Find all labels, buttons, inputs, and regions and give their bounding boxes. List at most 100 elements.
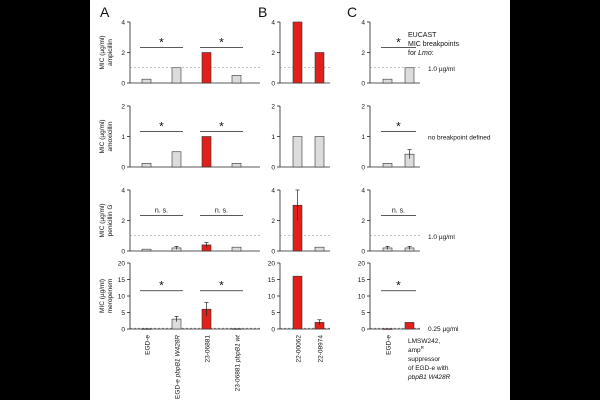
ytick-label-r1c0: 2 (121, 104, 125, 111)
ytick-label-r3c2: 15 (358, 277, 366, 284)
ytick-label-r1c1: 2 (271, 104, 275, 111)
breakpoint-header-line1: EUCAST (408, 32, 437, 39)
category-label-c2-1-line4: of EGD-e with (408, 365, 449, 372)
ylabel-row3-line1: MIC (µg/ml) (99, 279, 106, 313)
bar-r1c2b0 (382, 163, 393, 168)
ylabel-row2-line1: MIC (µg/ml) (99, 203, 106, 237)
sig-label-r2c0k1: n. s. (215, 208, 228, 215)
sig-label-r2c2k0: n. s. (392, 208, 405, 215)
sig-label-r2c0k0: n. s. (155, 208, 168, 215)
ylabel-row2-line2: penicillin G (107, 205, 114, 237)
bar-r3c2b1 (404, 322, 415, 330)
ylabel-row1-line2: amoxicillin (107, 121, 114, 151)
sig-label-r3c0k1: * (219, 279, 224, 293)
mic-figure: A B C EUCAST MIC breakpoints for Lmo: MIC (µg/… (90, 0, 510, 400)
ytick-label-r3c0: 5 (121, 310, 125, 317)
category-label-c2-1-line5: pbpB1 W428R (407, 374, 451, 381)
ytick-label-r0c2: 0 (361, 81, 365, 88)
sig-label-r1c0k1: * (219, 120, 224, 134)
ytick-label-r1c2: 0 (361, 165, 365, 172)
ytick-label-r3c2: 0 (361, 327, 365, 334)
bar-r1c0b1 (171, 151, 182, 168)
ytick-label-r1c1: 0 (271, 165, 275, 172)
bar-r1c1b0 (292, 136, 303, 168)
ytick-label-r2c0: 0 (121, 249, 125, 256)
bar-r1c0b3 (231, 163, 242, 168)
breakpoint-label-row2: 1.0 µg/ml (428, 234, 455, 241)
ytick-label-r0c2: 2 (361, 50, 365, 57)
sig-label-r0c0k1: * (219, 36, 224, 50)
category-label-c2-1-line3: suppressor (408, 356, 441, 363)
ytick-label-r2c2: 4 (361, 188, 365, 195)
ytick-label-r3c0: 15 (118, 277, 126, 284)
ytick-label-r1c0: 0 (121, 165, 125, 172)
category-label-c2-1-line1: LMSW242, (408, 338, 440, 345)
bar-r2c1b1 (314, 246, 325, 252)
bar-r3c2b0 (382, 328, 393, 330)
category-label-c2-0: EGD-e (386, 335, 393, 355)
ylabel-row1-line1: MIC (µg/ml) (99, 119, 106, 153)
ytick-label-r0c2: 4 (361, 20, 365, 27)
ytick-label-r1c1: 1 (271, 134, 275, 141)
ytick-label-r1c0: 1 (121, 134, 125, 141)
sig-label-r1c2k0: * (396, 120, 401, 134)
bar-r2c0b3 (231, 246, 242, 252)
bar-r0c0b3 (231, 75, 242, 84)
panel-label-c: C (347, 4, 357, 20)
category-label-c0-1: EGD-e pbpB1 W428R (175, 335, 182, 399)
breakpoint-header-line2: MIC breakpoints (408, 41, 459, 48)
sig-label-r3c0k0: * (159, 279, 164, 293)
mic-bar-chart: A B C EUCAST MIC breakpoints for Lmo: MIC (µg/… (99, 4, 491, 399)
ytick-label-r2c0: 4 (121, 188, 125, 195)
ytick-label-r2c0: 2 (121, 218, 125, 225)
bar-r3c1b0 (292, 275, 303, 330)
bar-r0c0b0 (141, 78, 152, 84)
breakpoint-label-row3: 0.25 µg/ml (428, 326, 459, 333)
sig-label-r3c2k0: * (396, 279, 401, 293)
ytick-label-r3c1: 15 (268, 277, 276, 284)
ytick-label-r0c0: 0 (121, 81, 125, 88)
ytick-label-r3c2: 20 (358, 261, 366, 268)
sig-label-r0c0k0: * (159, 36, 164, 50)
ytick-label-r2c2: 2 (361, 218, 365, 225)
ytick-label-r3c0: 10 (118, 294, 126, 301)
bar-r0c1b0 (292, 21, 303, 84)
category-label-c0-2: 23-06881 (205, 335, 212, 363)
bar-r3c0b3 (231, 328, 242, 330)
category-label-c1-0: 22-00062 (296, 335, 303, 363)
bar-r0c2b1 (404, 67, 415, 84)
sig-label-r1c0k0: * (159, 120, 164, 134)
category-label-c0-0: EGD-e (145, 335, 152, 355)
bar-r1c1b1 (314, 136, 325, 168)
ytick-label-r2c2: 0 (361, 249, 365, 256)
bar-r1c0b0 (141, 163, 152, 168)
ytick-label-r3c2: 10 (358, 294, 366, 301)
ylabel-row0-line2: ampicillin (107, 39, 114, 66)
ytick-label-r3c1: 5 (271, 310, 275, 317)
bar-r1c0b2 (201, 136, 212, 168)
breakpoint-label-row1: no breakpoint defined (428, 135, 491, 142)
ylabel-row3-line2: meropenem (107, 279, 114, 314)
ytick-label-r0c0: 4 (121, 20, 125, 27)
ytick-label-r3c0: 20 (118, 261, 126, 268)
bar-r3c0b0 (141, 328, 152, 330)
category-label-c1-1: 22-08974 (318, 335, 325, 363)
category-label-c2-1-line2: ampR (408, 345, 425, 354)
ytick-label-r3c0: 0 (121, 327, 125, 334)
sig-label-r0c2k0: * (396, 36, 401, 50)
category-label-c0-3: 23-06881 pbpB1 wt (235, 334, 242, 392)
ytick-label-r3c1: 0 (271, 327, 275, 334)
ytick-label-r2c1: 2 (271, 218, 275, 225)
ytick-label-r2c1: 4 (271, 188, 275, 195)
bar-r0c1b1 (314, 52, 325, 84)
ytick-label-r0c1: 4 (271, 20, 275, 27)
panel-label-a: A (100, 4, 110, 20)
panel-label-b: B (258, 4, 267, 20)
ytick-label-r3c2: 5 (361, 310, 365, 317)
ytick-label-r2c1: 0 (271, 249, 275, 256)
bar-r2c0b0 (141, 248, 152, 252)
bar-r0c2b0 (382, 78, 393, 84)
ytick-label-r0c1: 0 (271, 81, 275, 88)
bar-r0c0b1 (171, 67, 182, 84)
ytick-label-r0c0: 2 (121, 50, 125, 57)
